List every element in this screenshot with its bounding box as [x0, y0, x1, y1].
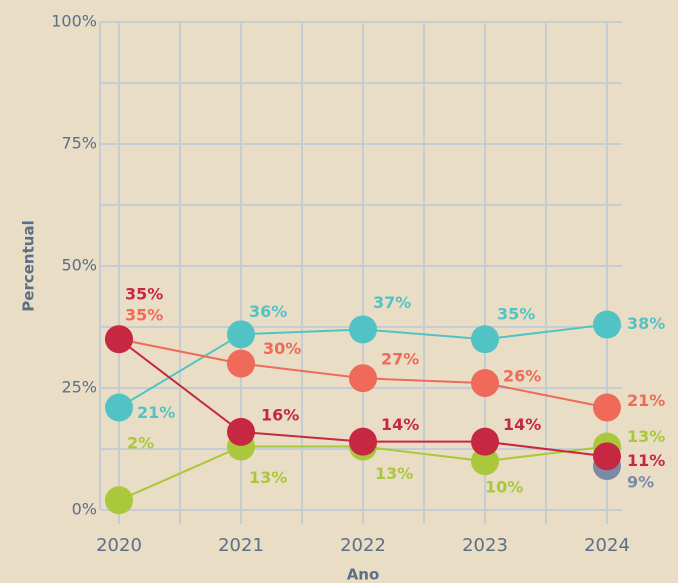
x-tick-label: 2022 [340, 535, 386, 556]
data-label: 13% [249, 468, 287, 487]
data-label: 27% [381, 350, 419, 369]
data-label: 9% [627, 473, 654, 492]
data-label: 14% [381, 415, 419, 434]
point [471, 447, 499, 476]
y-tick-label: 0% [72, 500, 97, 519]
point [593, 442, 621, 471]
point [227, 417, 255, 446]
x-tick-label: 2024 [584, 535, 630, 556]
point [105, 325, 133, 354]
point [593, 393, 621, 422]
x-axis-label: Ano [347, 566, 380, 583]
data-label: 35% [125, 285, 163, 304]
y-tick-label: 75% [61, 134, 97, 153]
point [349, 315, 377, 344]
point [349, 364, 377, 393]
point [105, 486, 133, 515]
data-label: 13% [627, 427, 665, 446]
point [349, 427, 377, 456]
point [471, 369, 499, 398]
y-tick-label: 100% [51, 12, 97, 31]
point [227, 349, 255, 378]
x-tick-label: 2023 [462, 535, 508, 556]
point [471, 427, 499, 456]
y-axis-label: Percentual [20, 220, 38, 311]
x-tick-label: 2020 [96, 535, 142, 556]
data-label: 21% [627, 391, 665, 410]
data-label: 16% [261, 405, 299, 424]
data-label: 37% [373, 293, 411, 312]
data-label: 35% [125, 306, 163, 325]
data-label: 13% [375, 464, 413, 483]
y-tick-label: 25% [61, 378, 97, 397]
data-label: 38% [627, 314, 665, 333]
data-label: 14% [503, 415, 541, 434]
data-label: 11% [627, 451, 665, 470]
point [471, 325, 499, 354]
x-tick-label: 2021 [218, 535, 264, 556]
data-label: 30% [263, 339, 301, 358]
data-label: 2% [127, 434, 154, 453]
point [593, 310, 621, 339]
y-tick-label: 50% [61, 256, 97, 275]
data-label: 36% [249, 302, 287, 321]
data-label: 35% [497, 305, 535, 324]
point [105, 393, 133, 422]
data-label: 21% [137, 403, 175, 422]
point [227, 320, 255, 349]
data-label: 10% [485, 478, 523, 497]
data-label: 26% [503, 367, 541, 386]
